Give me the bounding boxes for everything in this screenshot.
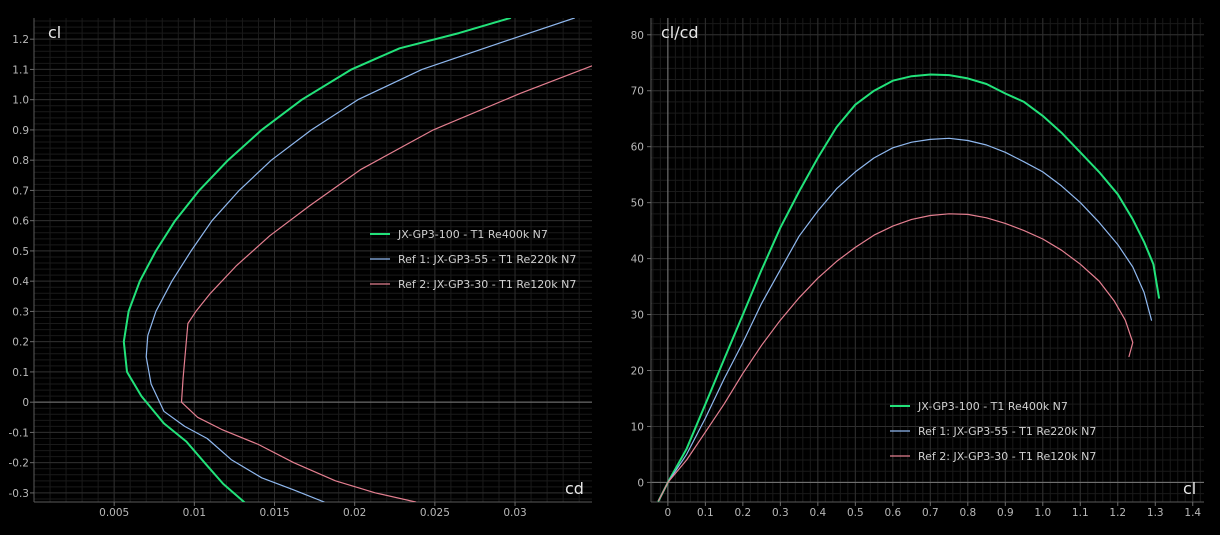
series-line-1: [122, 18, 512, 502]
x-tick-label: 0.025: [420, 507, 450, 519]
x-tick-label: 0.6: [884, 507, 901, 519]
x-tick-label: 0.5: [847, 507, 864, 519]
y-tick-label: 70: [631, 86, 644, 98]
series-line-3: [180, 65, 592, 502]
y-tick-label: -0.2: [9, 458, 30, 470]
x-tick-label: 1.4: [1184, 507, 1201, 519]
y-tick-label: -0.1: [9, 427, 30, 439]
x-tick-label: 0: [665, 507, 672, 519]
x-tick-label: 0.1: [697, 507, 714, 519]
chart-2: 0 0.1 0.2 0.3 0.4 0.5 0.6 0.7 0.8 0.9 1.0 1.1 1.2 1.3…: [631, 18, 1204, 519]
x-tick-label: 0.8: [959, 507, 976, 519]
x-tick-label: 1.2: [1109, 507, 1126, 519]
y-tick-label: 20: [631, 366, 644, 378]
legend-label: Ref 1: JX-GP3-55 - T1 Re220k N7: [398, 253, 576, 266]
y-tick-label: 0: [637, 477, 644, 489]
x-tick-label: 0.4: [809, 507, 826, 519]
y-axis-label: cl/cd: [661, 23, 699, 42]
legend-label: Ref 1: JX-GP3-55 - T1 Re220k N7: [918, 425, 1096, 438]
y-tick-label: 0.1: [12, 367, 29, 379]
legend-label: Ref 2: JX-GP3-30 - T1 Re120k N7: [918, 450, 1096, 463]
chart-1: 0.005 0.01 0.015 0.02 0.025 0.03 1.2 1.1 1.0 0.9 0…: [9, 18, 592, 519]
y-tick-label: 10: [631, 421, 644, 433]
x-tick-label: 0.2: [735, 507, 752, 519]
y-tick-label: 0.2: [12, 337, 29, 349]
x-tick-label: 0.7: [922, 507, 939, 519]
x-tick-label: 0.3: [772, 507, 789, 519]
y-tick-label: 0.3: [12, 306, 29, 318]
y-tick-label: 50: [631, 198, 644, 210]
legend-label: JX-GP3-100 - T1 Re400k N7: [917, 400, 1068, 413]
x-tick-label: 0.015: [259, 507, 289, 519]
series-line-1: [657, 73, 1160, 502]
x-axis-label: cd: [565, 479, 584, 498]
y-axis-label: cl: [48, 23, 61, 42]
x-tick-label: 0.03: [503, 507, 526, 519]
legend-label: Ref 2: JX-GP3-30 - T1 Re120k N7: [398, 278, 576, 291]
x-tick-label: 1.1: [1072, 507, 1089, 519]
y-tick-label: 0: [22, 397, 29, 409]
y-tick-label: 80: [631, 30, 644, 42]
legend-label: JX-GP3-100 - T1 Re400k N7: [397, 228, 548, 241]
y-tick-label: 30: [631, 310, 644, 322]
y-tick-label: 1.0: [12, 95, 29, 107]
x-axis-label: cl: [1183, 479, 1196, 498]
y-tick-label: 1.1: [12, 64, 29, 76]
y-tick-label: 0.8: [12, 155, 29, 167]
y-tick-label: 0.4: [12, 276, 29, 288]
series-line-2: [657, 137, 1153, 502]
x-tick-label: 0.01: [183, 507, 206, 519]
x-tick-label: 1.0: [1034, 507, 1051, 519]
x-tick-label: 0.9: [997, 507, 1014, 519]
series-group: [657, 73, 1160, 502]
grid: [651, 18, 1204, 502]
y-tick-label: -0.3: [9, 488, 30, 500]
series-line-2: [145, 18, 575, 502]
x-tick-label: 0.005: [99, 507, 129, 519]
x-tick-label: 0.02: [343, 507, 366, 519]
y-tick-label: 1.2: [12, 34, 29, 46]
y-tick-label: 0.5: [12, 246, 29, 258]
y-tick-label: 0.6: [12, 216, 29, 228]
legend: JX-GP3-100 - T1 Re400k N7 Ref 1: JX-GP3-5…: [370, 228, 576, 291]
series-group: [122, 18, 592, 502]
y-tick-label: 40: [631, 254, 644, 266]
series-line-3: [657, 213, 1134, 502]
y-tick-label: 0.7: [12, 185, 29, 197]
y-tick-label: 0.9: [12, 125, 29, 137]
x-tick-label: 1.3: [1147, 507, 1164, 519]
y-tick-label: 60: [631, 142, 644, 154]
legend: JX-GP3-100 - T1 Re400k N7 Ref 1: JX-GP3-5…: [890, 400, 1096, 463]
